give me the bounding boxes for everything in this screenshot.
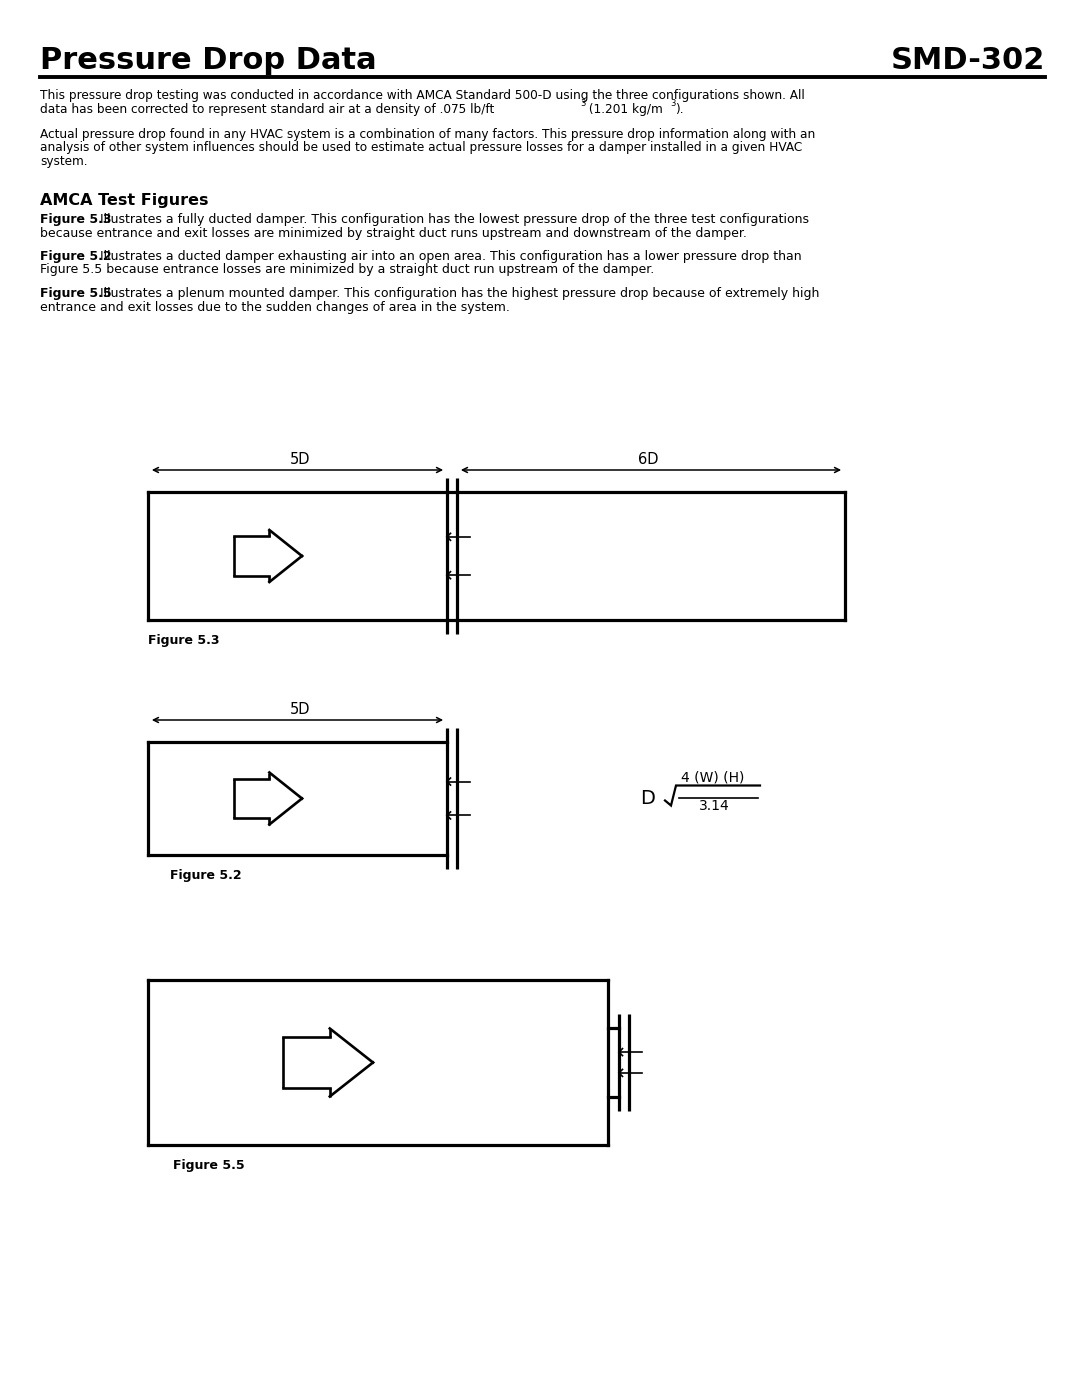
Text: 3: 3 [670, 99, 675, 109]
Text: Illustrates a plenum mounted damper. This configuration has the highest pressure: Illustrates a plenum mounted damper. Thi… [96, 286, 819, 300]
Text: Figure 5.3: Figure 5.3 [148, 634, 219, 647]
Text: SMD-302: SMD-302 [891, 46, 1045, 75]
Text: (1.201 kg/m: (1.201 kg/m [585, 102, 663, 116]
Text: 3.14: 3.14 [699, 799, 730, 813]
Text: Pressure Drop Data: Pressure Drop Data [40, 46, 377, 75]
Text: D: D [640, 789, 654, 807]
Text: Illustrates a ducted damper exhausting air into an open area. This configuration: Illustrates a ducted damper exhausting a… [96, 250, 801, 263]
Text: Illustrates a fully ducted damper. This configuration has the lowest pressure dr: Illustrates a fully ducted damper. This … [96, 212, 809, 226]
Text: system.: system. [40, 155, 87, 168]
Text: data has been corrected to represent standard air at a density of .075 lb/ft: data has been corrected to represent sta… [40, 102, 495, 116]
Text: entrance and exit losses due to the sudden changes of area in the system.: entrance and exit losses due to the sudd… [40, 300, 510, 313]
Text: because entrance and exit losses are minimized by straight duct runs upstream an: because entrance and exit losses are min… [40, 226, 747, 239]
Text: analysis of other system influences should be used to estimate actual pressure l: analysis of other system influences shou… [40, 141, 802, 155]
Text: Figure 5.2: Figure 5.2 [40, 250, 111, 263]
Text: 5D: 5D [289, 703, 310, 717]
Text: Figure 5.5: Figure 5.5 [40, 286, 111, 300]
Text: Figure 5.5 because entrance losses are minimized by a straight duct run upstream: Figure 5.5 because entrance losses are m… [40, 264, 654, 277]
Text: Figure 5.5: Figure 5.5 [173, 1160, 245, 1172]
Text: AMCA Test Figures: AMCA Test Figures [40, 193, 208, 208]
Text: 4 (W) (H): 4 (W) (H) [681, 771, 744, 785]
Text: ).: ). [675, 102, 684, 116]
Text: Actual pressure drop found in any HVAC system is a combination of many factors. : Actual pressure drop found in any HVAC s… [40, 129, 815, 141]
Text: This pressure drop testing was conducted in accordance with AMCA Standard 500-D : This pressure drop testing was conducted… [40, 89, 805, 102]
Text: 6D: 6D [638, 453, 659, 467]
Text: Figure 5.3: Figure 5.3 [40, 212, 111, 226]
Text: 5D: 5D [289, 453, 310, 467]
Text: Figure 5.2: Figure 5.2 [170, 869, 242, 882]
Text: 3: 3 [580, 99, 585, 109]
